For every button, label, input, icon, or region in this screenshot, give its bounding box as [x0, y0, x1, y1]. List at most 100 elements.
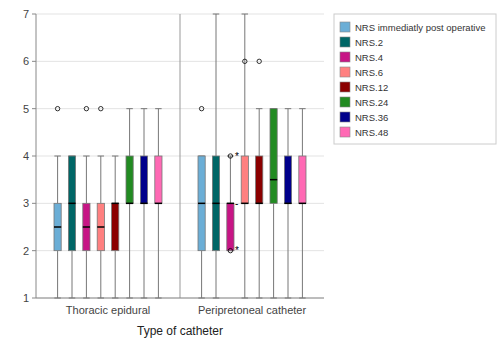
y-tick	[32, 61, 36, 62]
legend-label: NRS.6	[355, 67, 383, 78]
y-tick	[32, 14, 36, 15]
cap-high	[98, 156, 104, 157]
cap-high	[256, 108, 262, 109]
flier	[228, 248, 232, 252]
whisker-low	[86, 251, 87, 298]
flier	[199, 106, 203, 110]
median	[140, 203, 147, 205]
grid	[36, 14, 324, 298]
y-axis	[36, 14, 37, 298]
cap-low	[155, 298, 161, 299]
cap-low	[213, 298, 219, 299]
whisker-high	[144, 109, 145, 156]
median	[126, 203, 133, 205]
flier	[55, 106, 59, 110]
whisker-high	[288, 109, 289, 156]
series	[155, 109, 306, 298]
marks	[54, 14, 306, 298]
cap-low	[256, 298, 262, 299]
box	[155, 156, 162, 203]
legend-swatch	[340, 82, 350, 92]
whisker-high	[86, 156, 87, 203]
legend-label: NRS.4	[355, 52, 383, 63]
y-tick-label: 5	[23, 103, 29, 115]
x-axis-label: Type of catheter	[137, 324, 223, 338]
cap-high	[54, 156, 60, 157]
box	[112, 203, 119, 250]
x-tick-label: Peripretoneal catheter	[198, 304, 307, 316]
legend-swatch	[340, 112, 350, 122]
y-tick-label: 2	[23, 245, 29, 257]
flier	[84, 106, 88, 110]
cap-high	[126, 108, 132, 109]
median	[155, 203, 162, 205]
whisker-low	[288, 203, 289, 298]
annotation: *	[235, 245, 239, 256]
series	[83, 106, 234, 298]
box	[97, 203, 104, 250]
whisker-high	[244, 14, 245, 156]
x-tick-label: Thoracic epidural	[66, 304, 150, 316]
whisker-low	[100, 251, 101, 298]
box	[241, 156, 248, 203]
flier	[243, 59, 247, 63]
legend-label: NRS.48	[355, 127, 388, 138]
whisker-low	[57, 251, 58, 298]
legend-label: NRS.2	[355, 37, 383, 48]
legend-label: NRS.24	[355, 97, 388, 108]
cap-high	[242, 14, 248, 15]
series	[126, 109, 277, 298]
whisker-high	[115, 156, 116, 203]
legend: NRS immediatly post operativeNRS.2NRS.4N…	[334, 14, 496, 144]
median	[270, 179, 277, 181]
series	[112, 59, 263, 298]
median	[97, 226, 104, 228]
y-tick-label: 3	[23, 197, 29, 209]
whisker-low	[259, 203, 260, 298]
flier	[228, 154, 232, 158]
box	[284, 156, 291, 203]
whisker-low	[158, 203, 159, 298]
cap-low	[270, 298, 276, 299]
legend-swatch	[340, 97, 350, 107]
whisker-high	[100, 156, 101, 203]
whisker-high	[216, 14, 217, 156]
whisker-high	[57, 156, 58, 203]
legend-label: NRS.36	[355, 112, 388, 123]
series	[140, 109, 291, 298]
whisker-low	[115, 251, 116, 298]
cap-high	[213, 14, 219, 15]
cap-low	[69, 298, 75, 299]
box	[68, 156, 75, 251]
cap-low	[126, 298, 132, 299]
grid-line	[36, 298, 324, 299]
cap-low	[141, 298, 147, 299]
whisker-low	[273, 203, 274, 298]
median	[68, 203, 75, 205]
whisker-high	[302, 109, 303, 156]
legend-swatch	[340, 67, 350, 77]
cap-high	[155, 108, 161, 109]
cap-low	[242, 298, 248, 299]
whisker-low	[244, 203, 245, 298]
box	[198, 156, 205, 251]
box	[126, 156, 133, 203]
annotation: *	[235, 151, 239, 162]
chart: 1234567Thoracic epiduralPeripretoneal ca…	[0, 0, 500, 344]
whisker-low	[144, 203, 145, 298]
whisker-high	[259, 109, 260, 156]
cap-high	[83, 156, 89, 157]
x-axis	[36, 298, 324, 299]
y-tick-label: 1	[23, 292, 29, 304]
legend-frame	[334, 14, 496, 144]
annotation: -	[235, 198, 238, 209]
cap-high	[285, 108, 291, 109]
median	[83, 226, 90, 228]
box	[270, 109, 277, 204]
y-tick	[32, 156, 36, 157]
y-tick-label: 7	[23, 8, 29, 20]
legend-swatch	[340, 127, 350, 137]
y-tick	[32, 108, 36, 109]
y-tick-label: 4	[23, 150, 29, 162]
cap-low	[112, 298, 118, 299]
